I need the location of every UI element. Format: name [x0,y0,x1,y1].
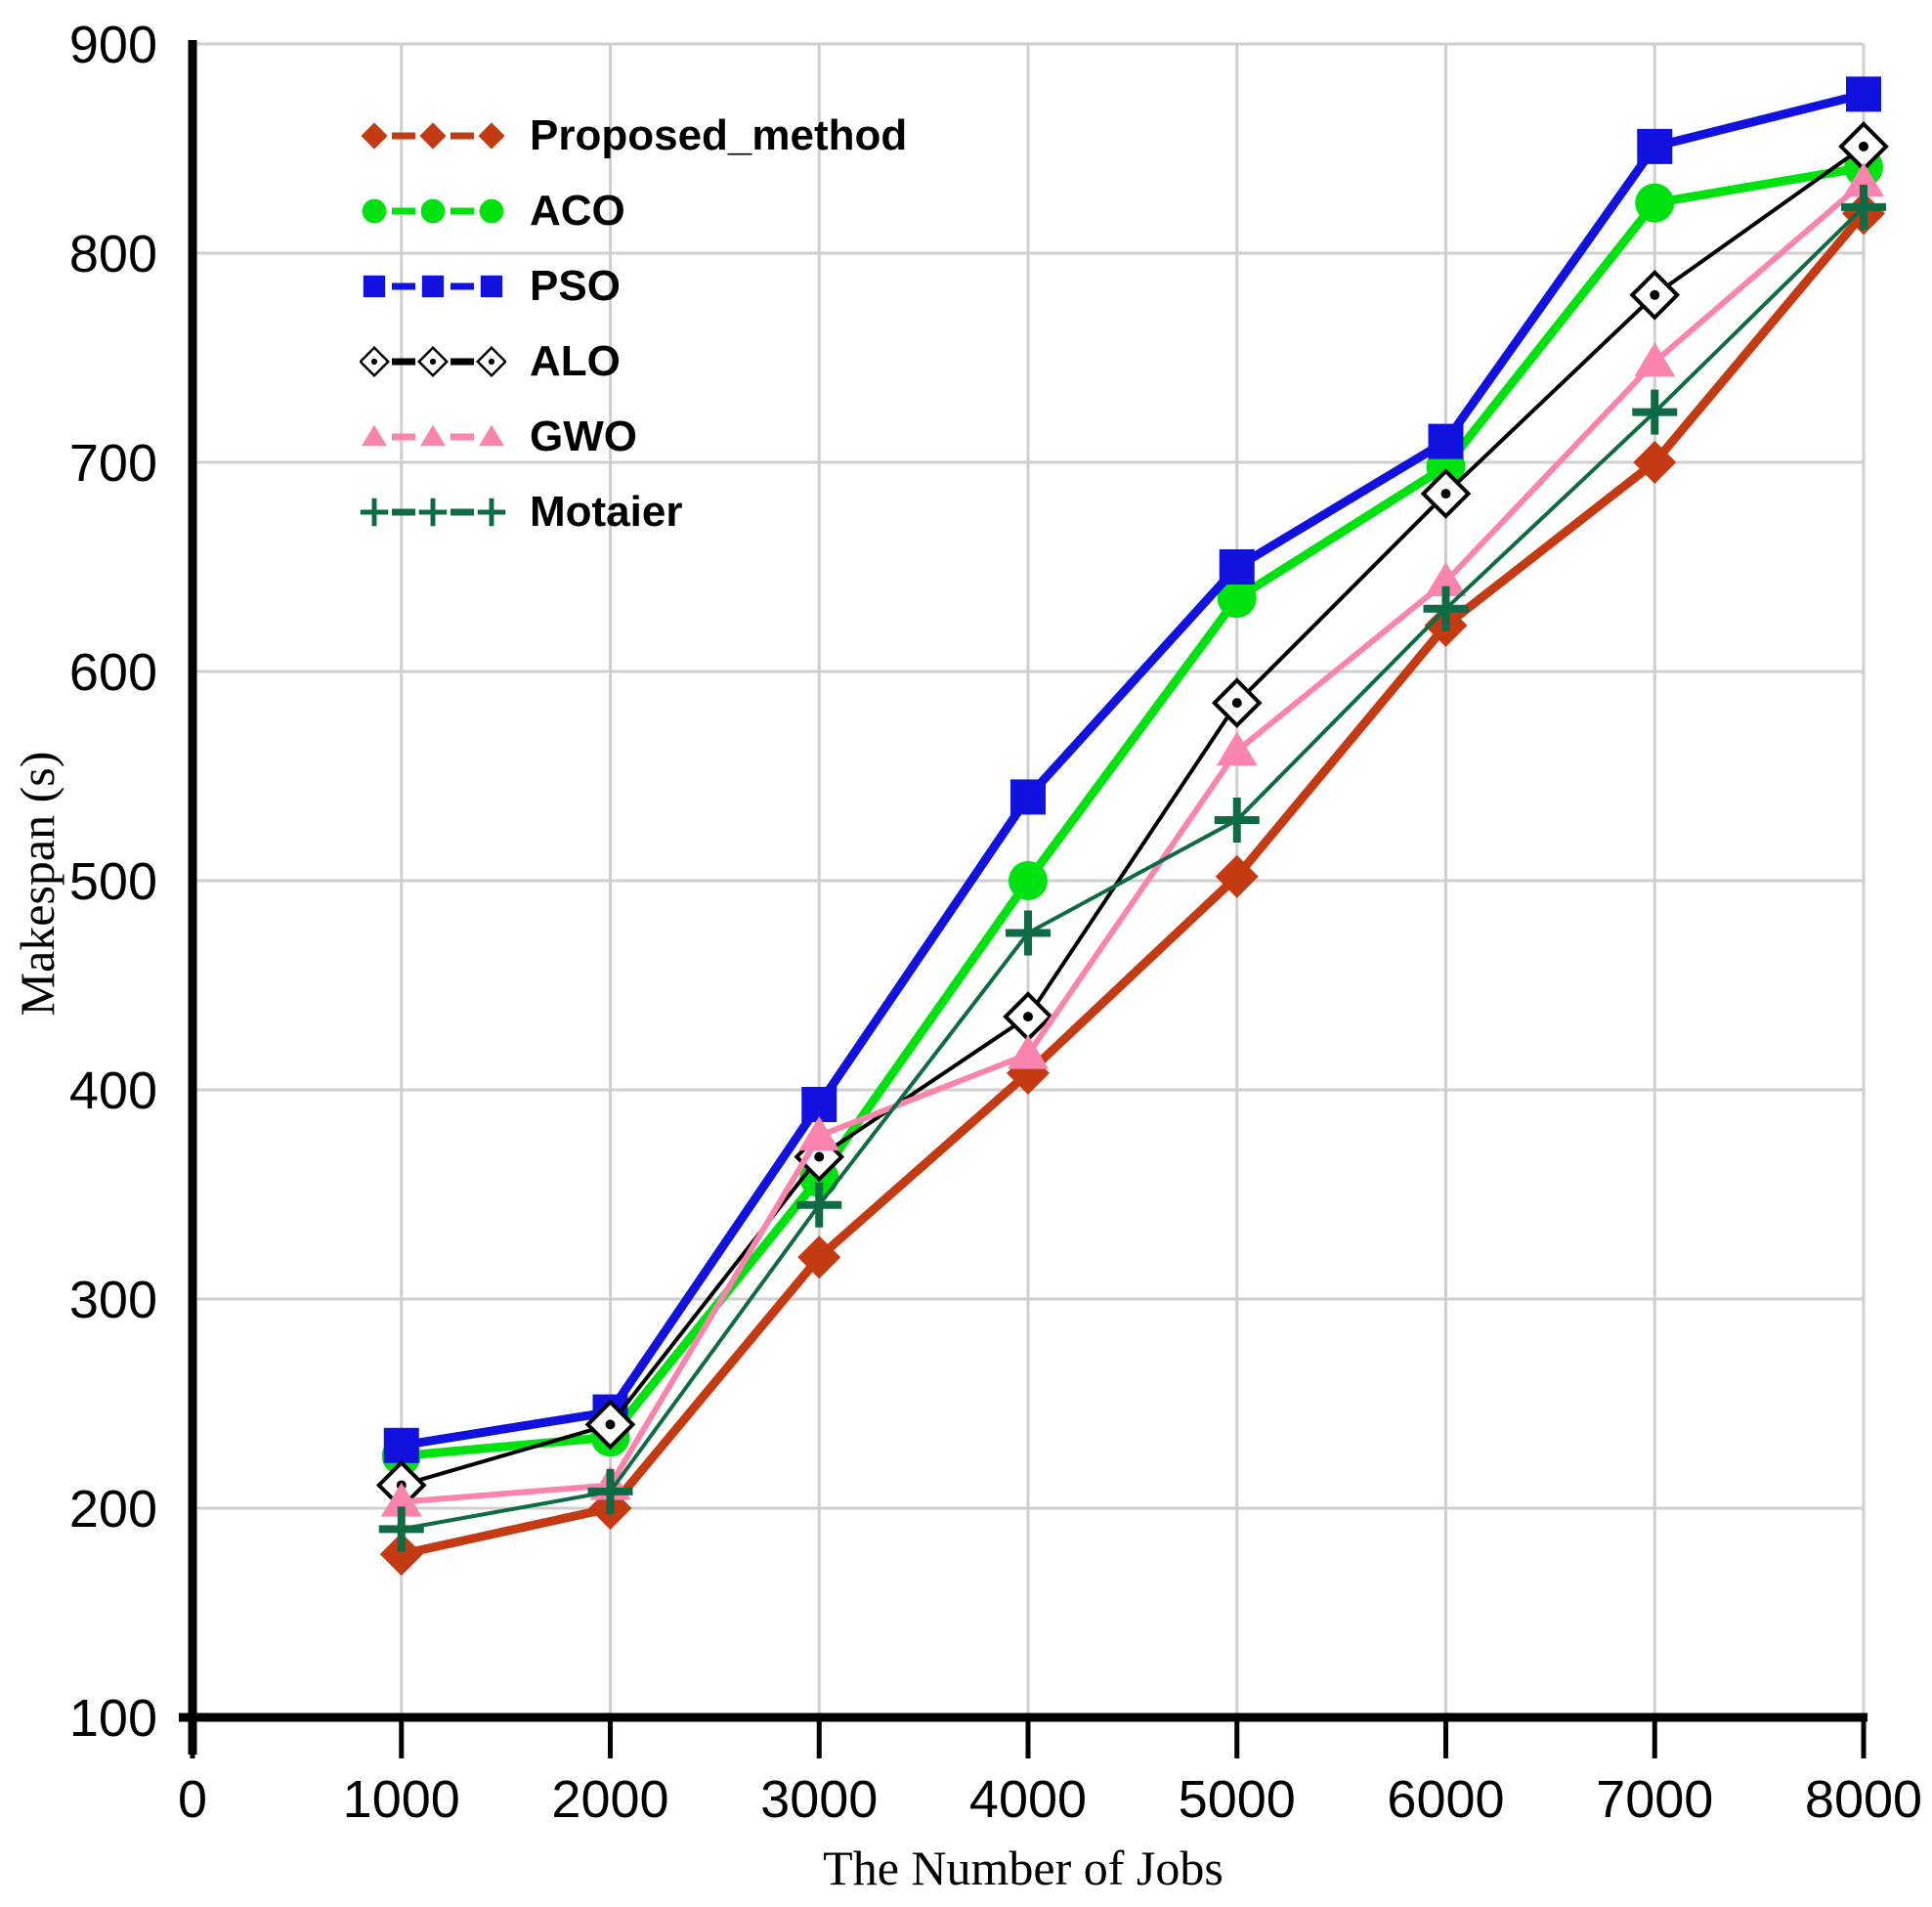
series-marker-triangle [380,1482,422,1517]
legend-item-gwo: GWO [360,399,907,474]
y-tick-label: 200 [69,1480,157,1539]
series-marker-diamond [478,121,505,150]
x-tick-label: 5000 [1179,1770,1296,1829]
x-tick-label: 4000 [969,1770,1087,1829]
marker-center-dot [370,358,378,365]
series-alo [375,121,1889,1511]
y-tick-label: 800 [69,225,157,283]
series-marker-triangle [1216,731,1258,766]
legend-key-diamond [361,121,505,150]
marker-center-dot [488,358,495,365]
x-tick-label: 6000 [1387,1770,1504,1829]
y-tick-label: 900 [69,16,157,74]
series-marker-diamond [379,1533,423,1577]
x-tick-label: 3000 [760,1770,878,1829]
series-line-motaier [399,204,1866,1532]
series-marker-triangle [419,424,447,446]
x-tick-label: 2000 [551,1770,668,1829]
marker-center-dot [1440,489,1451,499]
series-marker-square [1219,549,1255,585]
marker-center-dot [1650,289,1660,300]
legend-item-alo: ALO [360,324,907,399]
series-marker-diamond [1215,854,1259,898]
legend: Proposed_method ACO PSO ALO GWO Motaier [360,98,907,549]
marker-center-dot [814,1151,825,1162]
legend-item-aco: ACO [360,173,907,248]
series-marker-square [421,275,445,297]
series-marker-square [1846,76,1881,112]
marker-center-dot [1231,698,1242,709]
series-line-alo [399,144,1866,1488]
series-marker-diamond [419,121,447,150]
series-marker-circle [1217,579,1257,619]
series-marker-triangle [1843,162,1884,197]
series-marker-circle [479,198,504,223]
series-marker-square [1010,779,1046,815]
legend-label: Motaier [530,487,683,536]
y-tick-label: 600 [69,643,157,702]
series-motaier [378,184,1886,1552]
legend-key-circle [362,198,504,223]
series-marker-triangle [478,424,505,446]
series-marker-triangle [1008,1034,1049,1069]
y-tick-label: 500 [69,852,157,911]
x-axis-title: The Number of Jobs [823,1841,1224,1895]
series-marker-circle [420,198,446,223]
marker-center-dot [429,358,437,365]
series-marker-square [1428,423,1464,459]
series-marker-triangle [798,1116,840,1151]
x-tick-label: 0 [178,1770,207,1829]
x-tick-label: 1000 [343,1770,460,1829]
series-line-pso [397,89,1868,1451]
series-marker-triangle [361,424,388,446]
series-marker-diamond [361,121,388,150]
y-tick-label: 300 [69,1271,157,1329]
series-line-proposed_method [397,208,1868,1559]
legend-label: Proposed_method [530,110,908,159]
series-marker-circle [362,198,387,223]
marker-center-dot [1859,141,1868,152]
series-marker-square [363,275,386,297]
series-marker-square [383,1427,419,1463]
legend-key-plus [360,498,506,526]
series-marker-triangle [1425,561,1467,596]
legend-item-pso: PSO [360,248,907,324]
y-tick-label: 100 [69,1689,157,1748]
legend-key-square [363,275,503,297]
legend-label: ACO [530,186,625,235]
legend-item-proposed_method: Proposed_method [360,98,907,173]
series-marker-triangle [1634,342,1676,377]
legend-item-motaier: Motaier [360,474,907,549]
series-marker-circle [1635,183,1675,223]
legend-label: GWO [530,412,637,460]
series-marker-square [801,1086,837,1122]
marker-center-dot [1023,1012,1033,1022]
series-marker-square [1637,128,1673,164]
legend-label: PSO [530,261,621,310]
series-line-aco [397,162,1868,1460]
series-marker-circle [1009,861,1048,900]
legend-label: ALO [530,336,621,385]
series-marker-diamond [1633,441,1677,484]
x-tick-label: 7000 [1596,1770,1713,1829]
legend-key-open-diamond-dot [360,345,506,377]
series-marker-diamond [797,1235,841,1279]
marker-center-dot [605,1419,616,1430]
y-axis-title: Makespan (s) [10,751,64,1017]
series-line-gwo [398,179,1867,1505]
x-tick-label: 8000 [1805,1770,1922,1829]
y-tick-label: 400 [69,1062,157,1120]
legend-key-triangle [361,424,505,446]
series-marker-square [480,275,503,297]
y-tick-label: 700 [69,434,157,493]
